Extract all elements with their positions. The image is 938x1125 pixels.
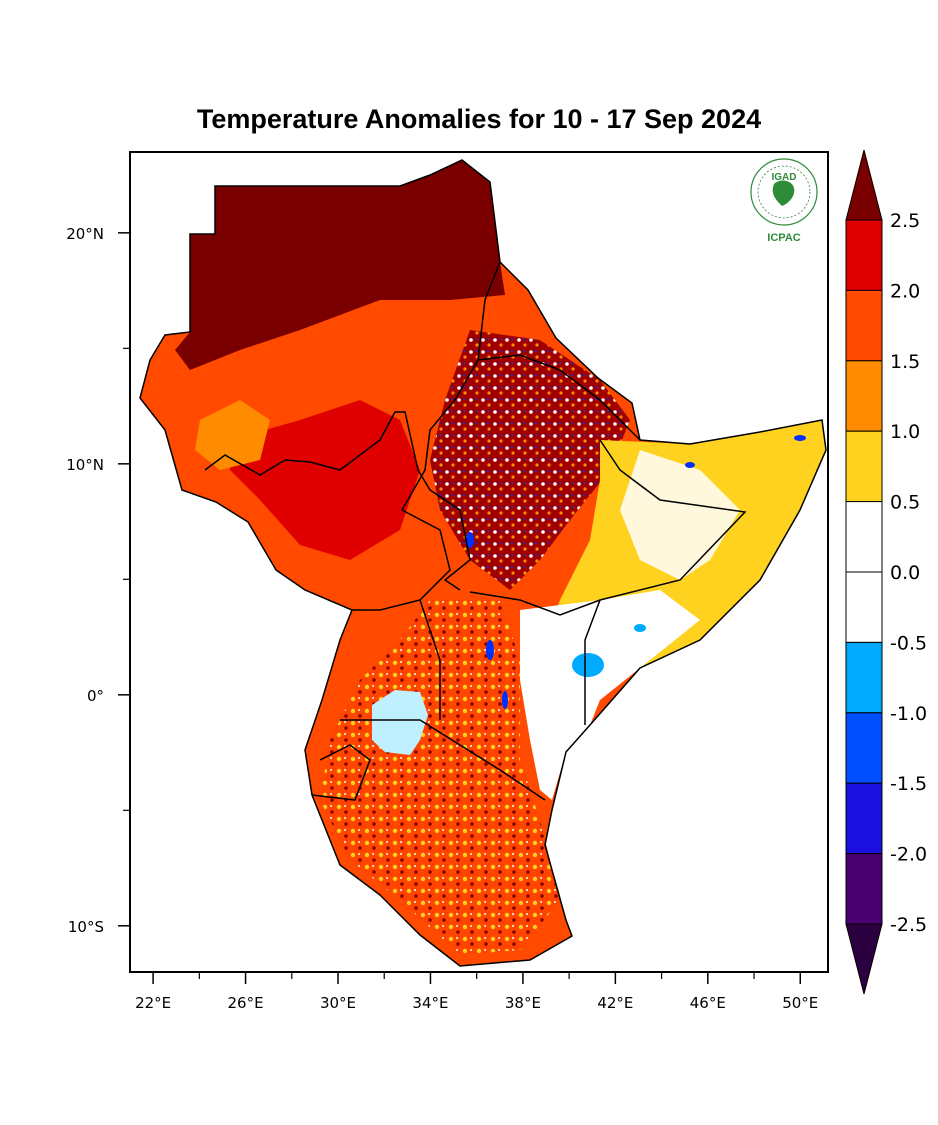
colorbar-label: 1.5 xyxy=(890,351,920,373)
x-tick-label: 50°E xyxy=(782,994,818,1012)
colorbar-label: 0.5 xyxy=(890,492,920,514)
colorbar-label: 2.0 xyxy=(890,280,920,302)
y-tick-label: 10°S xyxy=(68,918,104,936)
cool-patch xyxy=(685,462,695,468)
warm-zone-west xyxy=(195,400,270,470)
logo-bottom-text: ICPAC xyxy=(767,232,800,244)
colorbar-bin xyxy=(845,641,883,714)
x-tick-label: 34°E xyxy=(412,994,448,1012)
colorbar-bin xyxy=(845,430,883,503)
colorbar-label: -2.0 xyxy=(890,844,927,866)
cool-patch xyxy=(502,691,508,709)
colorbar-label: -1.0 xyxy=(890,703,927,725)
colorbar: 2.5 2.0 1.5 1.0 0.5 0.0 -0.5 -1.0 -1.5 -2.0 -2.5 xyxy=(845,149,927,995)
colorbar-label: 2.5 xyxy=(890,210,920,232)
x-tick-label: 42°E xyxy=(597,994,633,1012)
cool-patch xyxy=(794,435,806,441)
logo-top-text: IGAD xyxy=(772,172,797,183)
y-axis: 20°N 10°N 0° 10°S xyxy=(66,225,130,936)
cool-patch xyxy=(634,624,646,632)
igad-icpac-logo: IGAD ICPAC xyxy=(750,158,818,244)
cool-patch xyxy=(486,640,494,660)
colorbar-label: -0.5 xyxy=(890,632,927,654)
x-axis: 22°E 26°E 30°E 34°E 38°E 42°E 46°E 50°E xyxy=(135,972,818,1012)
cool-patch xyxy=(466,532,474,548)
cool-patch xyxy=(572,653,604,677)
extreme-warm-zone xyxy=(175,160,505,370)
colorbar-bottom-triangle xyxy=(845,923,883,995)
y-tick-label: 10°N xyxy=(66,456,104,474)
y-tick-label: 20°N xyxy=(66,225,104,243)
colorbar-bin xyxy=(845,289,883,362)
map-frame xyxy=(129,151,829,973)
colorbar-label: 1.0 xyxy=(890,421,920,443)
x-tick-label: 46°E xyxy=(690,994,726,1012)
colorbar-bin xyxy=(845,571,883,643)
map-panel xyxy=(139,159,827,967)
colorbar-bin xyxy=(845,712,883,784)
colorbar-bin xyxy=(845,360,883,432)
neutral-zone xyxy=(520,590,700,800)
warm-zone-central xyxy=(230,400,420,560)
colorbar-bin xyxy=(845,501,883,573)
colorbar-bin xyxy=(845,853,883,925)
colorbar-label: 0.0 xyxy=(890,562,920,584)
x-tick-label: 38°E xyxy=(505,994,541,1012)
rift-texture xyxy=(320,600,560,955)
x-tick-label: 30°E xyxy=(320,994,356,1012)
highlands-texture xyxy=(430,330,630,590)
lake-victoria xyxy=(372,690,428,755)
x-tick-label: 26°E xyxy=(228,994,264,1012)
colorbar-label: -1.5 xyxy=(890,773,927,795)
map-title: Temperature Anomalies for 10 - 17 Sep 20… xyxy=(196,104,762,134)
x-tick-label: 22°E xyxy=(135,994,171,1012)
colorbar-top-triangle xyxy=(845,149,883,221)
colorbar-bin xyxy=(845,219,883,291)
country-borders xyxy=(139,159,827,967)
y-tick-label: 0° xyxy=(87,687,104,705)
colorbar-bin xyxy=(845,782,883,855)
neutral-zone-north xyxy=(620,450,740,580)
colorbar-label: -2.5 xyxy=(890,914,927,936)
